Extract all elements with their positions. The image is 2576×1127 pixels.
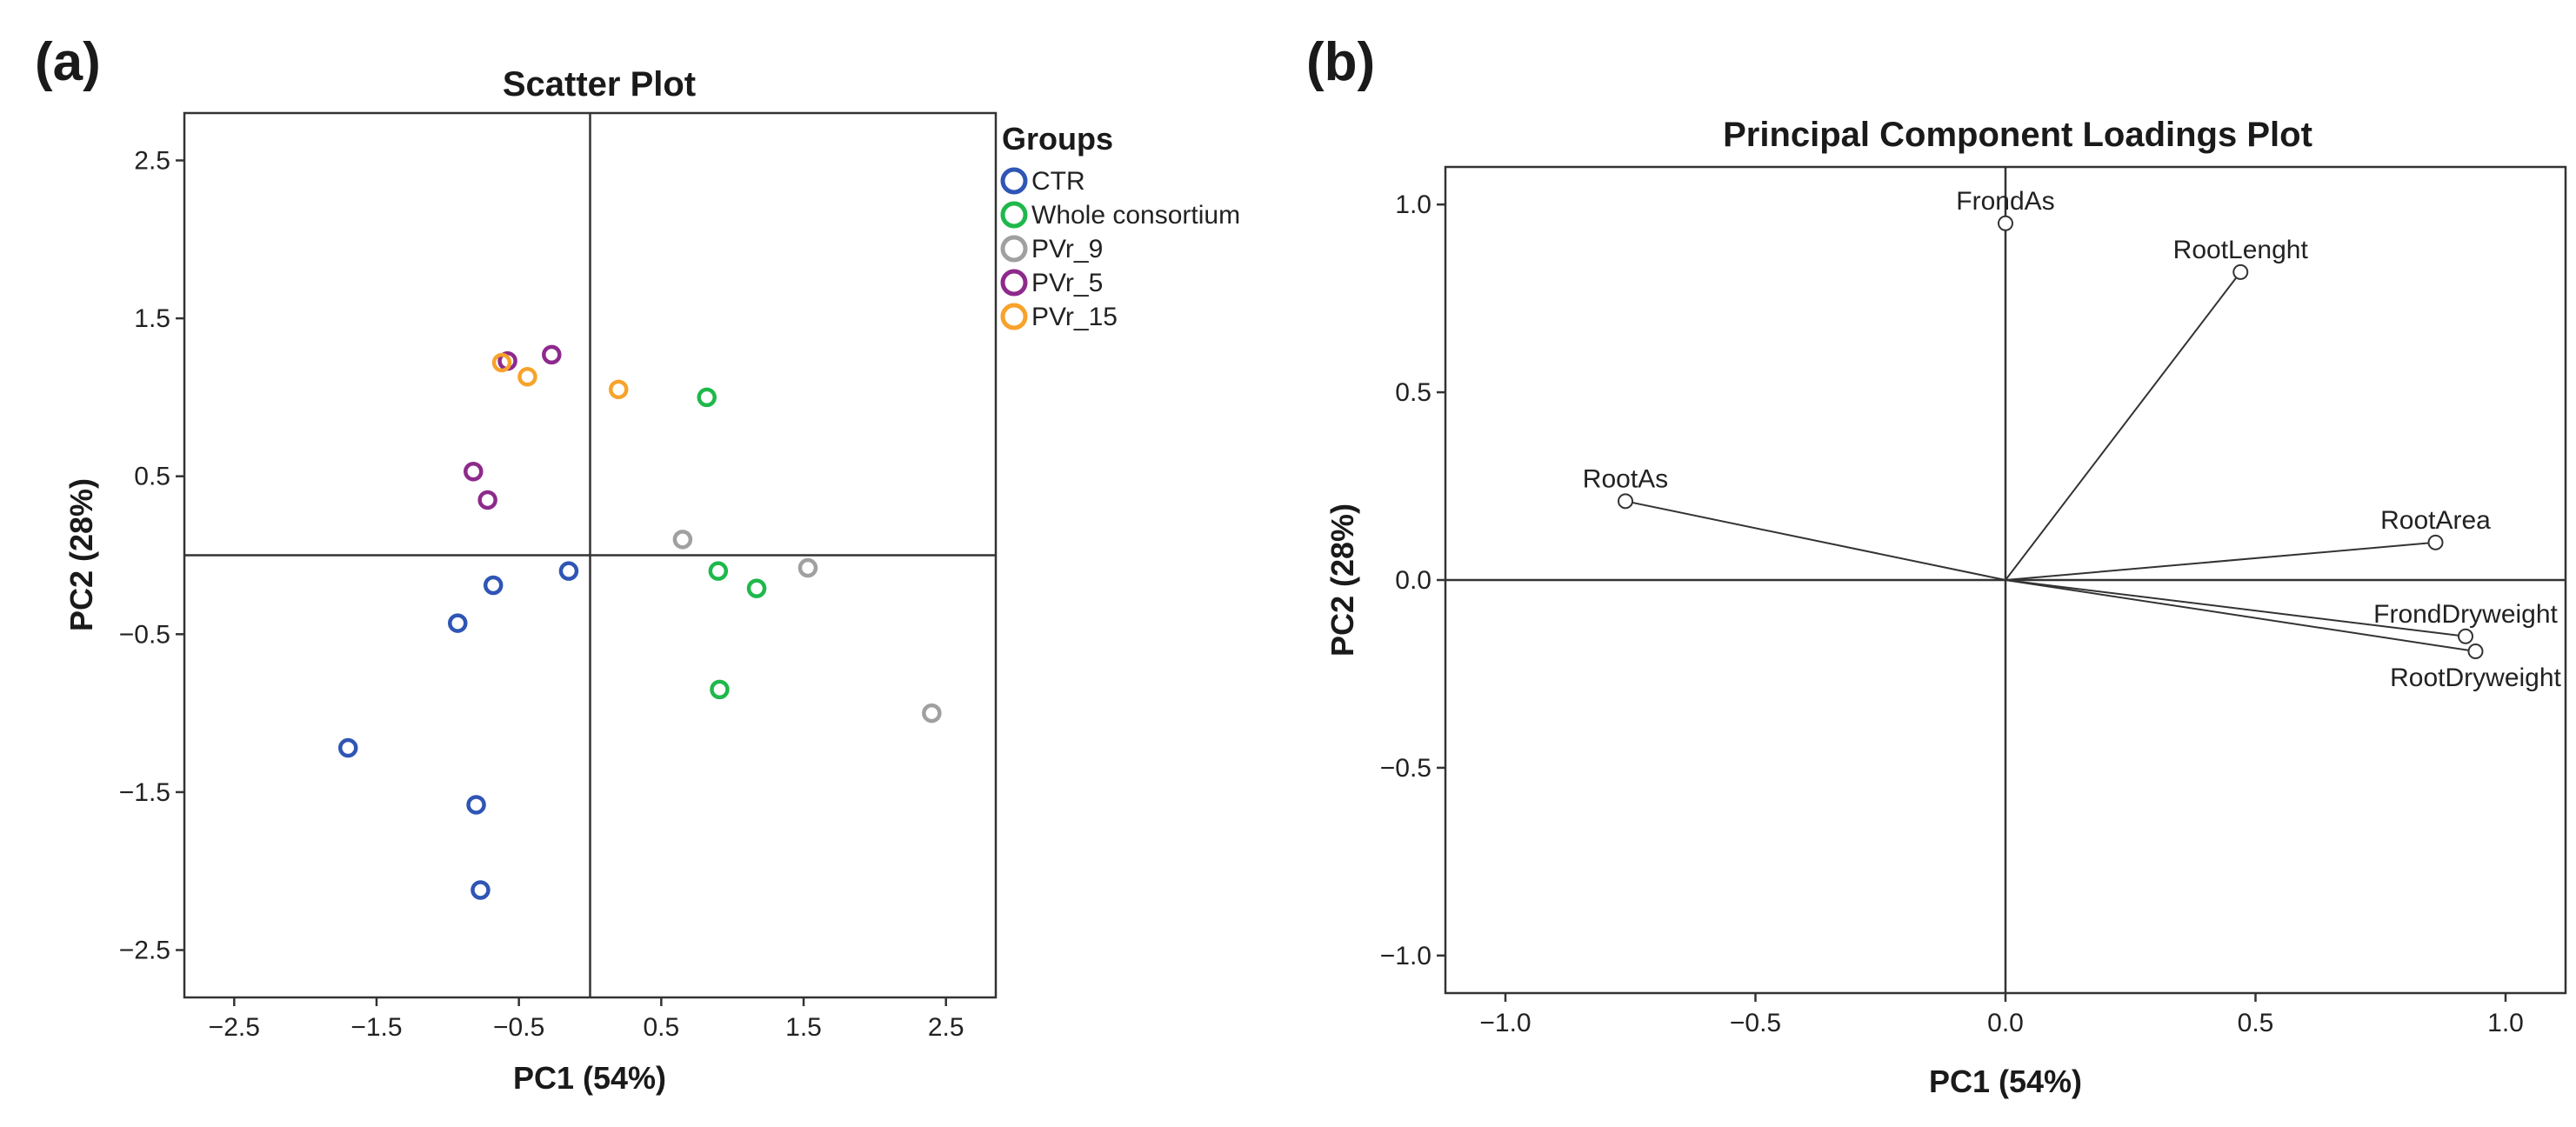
loadings-y-tick-label: −1.0 [1380, 942, 1431, 970]
loadings-y-tick-label: 1.0 [1395, 190, 1431, 219]
scatter-point-pvr-15 [491, 352, 512, 373]
scatter-x-tick-label: 2.5 [928, 1013, 964, 1042]
scatter-point-whole-consortium [708, 561, 729, 581]
loadings-x-tick-label: 0.5 [2238, 1009, 2274, 1037]
scatter-x-tick-label: −0.5 [493, 1013, 544, 1042]
scatter-y-tick-label: 2.5 [134, 146, 170, 175]
scatter-points [337, 344, 942, 900]
scatter-point-whole-consortium [746, 578, 767, 598]
scatter-x-ticks: −2.5 −1.5 −0.5 0.5 1.5 2.5 [209, 997, 964, 1042]
legend-label: CTR [1031, 167, 1085, 196]
legend: Groups CTR Whole consortium PVr_9 PVr_5 PVr_… [1000, 121, 1240, 331]
scatter-x-tick-label: 1.5 [785, 1013, 822, 1042]
scatter-point-pvr-9 [672, 530, 693, 550]
loadings-x-axis-label: PC1 (54%) [1929, 1064, 2082, 1099]
loadings-y-tick-label: 0.0 [1395, 566, 1431, 595]
loadings-y-axis-label: PC2 (28%) [1325, 503, 1360, 657]
scatter-point-pvr-5 [477, 490, 497, 510]
scatter-y-axis-label: PC2 (28%) [63, 478, 99, 631]
loadings-x-ticks: −1.0 −0.5 0.0 0.5 1.0 [1479, 993, 2524, 1037]
loading-vector-rootarea [2005, 541, 2436, 581]
loading-point-rootdryweight [2467, 644, 2484, 660]
loading-vector-rootlenght [2005, 271, 2242, 581]
loading-point-frondas [1998, 215, 2013, 231]
legend-label: PVr_9 [1031, 235, 1103, 263]
legend-marker-ctr [1000, 167, 1028, 195]
loading-label-rootlenght: RootLenght [2173, 236, 2309, 264]
scatter-point-pvr-15 [517, 367, 537, 387]
loadings-x-tick-label: 1.0 [2487, 1009, 2524, 1037]
scatter-y-tick-label: 0.5 [134, 463, 170, 491]
loadings-title: Principal Component Loadings Plot [1723, 116, 2312, 154]
legend-label: PVr_5 [1031, 269, 1103, 297]
scatter-point-pvr-5 [464, 461, 484, 482]
scatter-point-pvr-9 [797, 557, 818, 578]
scatter-y-tick-label: 1.5 [134, 304, 170, 333]
legend-marker-pvr-5 [1000, 269, 1028, 297]
loading-label-frondas: FrondAs [1956, 187, 2054, 216]
scatter-point-ctr [558, 561, 579, 581]
loading-vectors: FrondAs RootLenght RootAs RootArea FrondDryw… [1583, 187, 2562, 692]
scatter-point-ctr [466, 795, 486, 815]
loading-point-fronddryweight [2458, 628, 2473, 644]
loadings-y-tick-label: −0.5 [1380, 754, 1431, 783]
panel-label-b: (b) [1306, 32, 1375, 92]
loadings-y-ticks: 1.0 0.5 0.0 −0.5 −1.0 [1380, 190, 1445, 970]
loading-point-rootas [1618, 493, 1633, 510]
scatter-y-ticks: −2.5 −1.5 −0.5 0.5 1.5 2.5 [119, 146, 184, 965]
scatter-x-tick-label: 0.5 [643, 1013, 679, 1042]
scatter-point-whole-consortium [697, 387, 717, 408]
loading-label-rootarea: RootArea [2380, 506, 2491, 535]
legend-marker-whole-consortium [1000, 201, 1028, 229]
legend-label: Whole consortium [1031, 201, 1240, 230]
legend-marker-pvr-15 [1000, 303, 1028, 330]
legend-title: Groups [1002, 121, 1113, 157]
loading-label-fronddryweight: FrondDryweight [2373, 600, 2558, 629]
loadings-x-tick-label: −0.5 [1730, 1009, 1781, 1037]
scatter-title: Scatter Plot [503, 65, 696, 103]
loading-point-rootarea [2427, 534, 2444, 550]
scatter-x-tick-label: −2.5 [209, 1013, 260, 1042]
scatter-point-pvr-15 [608, 379, 629, 400]
scatter-y-tick-label: −0.5 [119, 620, 170, 649]
scatter-panel: (a) Scatter Plot −2.5 −1.5 −0.5 0.5 1.5 2.5 −… [35, 32, 1240, 1096]
loading-point-rootlenght [2232, 263, 2249, 280]
scatter-point-ctr [470, 880, 491, 900]
legend-label: PVr_15 [1031, 303, 1118, 331]
scatter-x-tick-label: −1.5 [350, 1013, 402, 1042]
loading-vector-rootas [1625, 500, 2006, 581]
scatter-x-axis-label: PC1 (54%) [513, 1060, 666, 1096]
scatter-y-tick-label: −1.5 [119, 778, 170, 807]
scatter-point-ctr [448, 613, 468, 633]
scatter-point-ctr [483, 575, 504, 596]
scatter-point-pvr-5 [542, 344, 562, 365]
panel-label-a: (a) [35, 32, 101, 92]
scatter-point-ctr [337, 737, 358, 758]
loadings-y-tick-label: 0.5 [1395, 378, 1431, 407]
scatter-point-pvr-9 [922, 703, 942, 724]
scatter-point-whole-consortium [710, 679, 730, 700]
loading-vector-rootdryweight [2005, 579, 2476, 653]
loading-label-rootas: RootAs [1583, 464, 1668, 493]
legend-marker-pvr-9 [1000, 235, 1028, 263]
scatter-y-tick-label: −2.5 [119, 937, 170, 965]
loading-vector-fronddryweight [2005, 579, 2466, 637]
scatter-reference-lines [184, 113, 996, 997]
loading-label-rootdryweight: RootDryweight [2390, 664, 2561, 692]
loadings-panel: (b) Principal Component Loadings Plot −1… [1306, 32, 2567, 1099]
loadings-x-tick-label: −1.0 [1479, 1009, 1531, 1037]
loadings-x-tick-label: 0.0 [1987, 1009, 2024, 1037]
